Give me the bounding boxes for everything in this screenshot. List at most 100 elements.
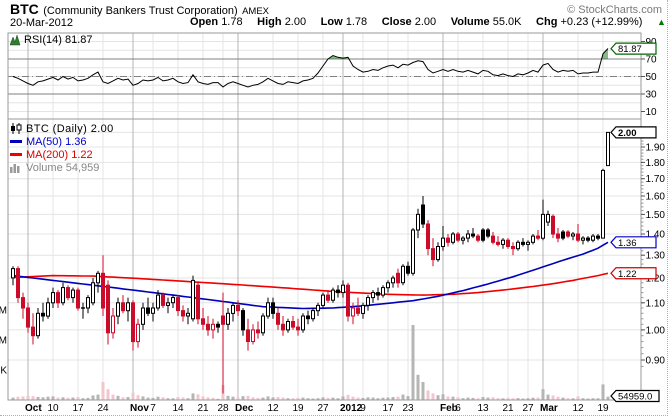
- date-tick-label: 6: [455, 403, 461, 414]
- ma50-value-marker: [610, 236, 657, 249]
- volume-bar: [171, 398, 175, 400]
- volume-bar: [376, 398, 380, 400]
- candle-body: [111, 315, 115, 334]
- volume-bar: [381, 397, 385, 400]
- candle-body: [151, 307, 155, 314]
- date-tick-label: Mar: [540, 403, 558, 414]
- volume-bar: [226, 395, 230, 400]
- candle-body: [491, 235, 495, 243]
- volume-bar: [261, 397, 265, 400]
- candle-body: [166, 302, 170, 306]
- volume-bar: [481, 397, 485, 400]
- date-tick-label: 14: [172, 403, 184, 414]
- candle-body: [146, 307, 150, 314]
- candle-body: [21, 297, 25, 309]
- candle-body: [351, 307, 355, 317]
- quote-volume: Volume 55.0K: [450, 16, 522, 28]
- volume-bar: [101, 382, 105, 400]
- volume-bar: [301, 397, 305, 400]
- date-tick-label: Feb: [440, 403, 458, 414]
- ma200-value-label: 1.22: [618, 269, 637, 280]
- volume-axis-partial-label: M: [0, 306, 7, 317]
- candle-body: [596, 235, 600, 239]
- candle-body: [546, 213, 550, 223]
- candle-body: [541, 213, 545, 239]
- candle-body: [46, 302, 50, 317]
- candle-body: [466, 233, 470, 239]
- volume-bar: [596, 398, 600, 400]
- candle-body: [506, 239, 510, 247]
- volume-bar: [181, 397, 185, 400]
- candle-body: [411, 229, 415, 274]
- volume-bar: [436, 395, 440, 400]
- volume-bar: [366, 397, 370, 400]
- candle-body: [341, 284, 345, 294]
- volume-bar: [31, 396, 35, 400]
- volume-bar: [466, 397, 470, 400]
- date-tick-label: Dec: [235, 403, 254, 414]
- candle-body: [336, 289, 340, 294]
- date-tick-label: 9: [360, 403, 366, 414]
- volume-bar: [266, 396, 270, 400]
- ma200-line-layer: [12, 272, 609, 296]
- volume-bar: [371, 397, 375, 400]
- candle-body: [446, 237, 450, 243]
- price-tick-label: 1.90: [646, 143, 666, 154]
- quote-open: Open 1.78: [190, 16, 243, 28]
- volume-axis-partial-label: M: [0, 336, 7, 347]
- candle-body: [91, 282, 95, 304]
- candle-body: [161, 294, 165, 306]
- rsi-tick-label: 90: [646, 37, 658, 48]
- volume-bar: [41, 397, 45, 400]
- volume-bar: [511, 398, 515, 400]
- volume-bar: [446, 396, 450, 400]
- volume-bar: [566, 398, 570, 400]
- candle-body: [496, 241, 500, 245]
- volume-bar: [396, 396, 400, 400]
- candle-body: [311, 310, 315, 320]
- rsi-value-marker: [610, 42, 657, 55]
- quote-close: Close 2.00: [381, 16, 437, 28]
- volume-bar: [401, 394, 405, 400]
- volume-bar: [386, 397, 390, 400]
- legend-ma50-label: MA(50) 1.36: [26, 135, 87, 148]
- candle-body: [511, 246, 515, 250]
- volume-bar: [291, 398, 295, 400]
- volume-bar: [16, 396, 20, 400]
- volume-bar: [131, 392, 135, 400]
- candle-body: [56, 292, 60, 304]
- candle-body: [216, 323, 220, 328]
- volume-bar: [281, 397, 285, 400]
- quote-change: Chg +0.23 (+12.99%): [536, 16, 643, 28]
- chart-frame: [7, 32, 642, 401]
- volume-bar: [551, 395, 555, 400]
- candle-body: [226, 312, 230, 325]
- legend-ma200-row: MA(200) 1.22: [10, 148, 114, 161]
- volume-bar: [336, 398, 340, 400]
- candle-body: [451, 233, 455, 243]
- ma200-line-icon: [10, 153, 22, 156]
- volume-bar: [471, 397, 475, 400]
- volume-bar: [341, 396, 345, 400]
- candle-body: [276, 312, 280, 325]
- candle-body: [191, 279, 195, 320]
- candle-body: [521, 241, 525, 245]
- volume-bar: [416, 374, 420, 400]
- chart-legend: BTC (Daily) 2.00 MA(50) 1.36 MA(200) 1.2…: [10, 122, 114, 174]
- volume-bar: [591, 398, 595, 400]
- price-axis: 1.901.801.701.601.501.401.301.201.101.00…: [641, 37, 665, 367]
- candle-body: [291, 321, 295, 328]
- legend-ma50-row: MA(50) 1.36: [10, 135, 114, 148]
- candle-body: [186, 312, 190, 317]
- volume-bar: [121, 397, 125, 400]
- volume-bar: [111, 394, 115, 400]
- candle-body: [566, 231, 570, 237]
- date-tick-label: 10: [47, 403, 59, 414]
- candle-body: [296, 326, 300, 331]
- candle-body: [551, 215, 555, 235]
- candle-body: [231, 304, 235, 314]
- rsi-legend: RSI(14) 81.87: [10, 34, 92, 46]
- date-tick-label: 13: [477, 403, 489, 414]
- candle-body: [356, 307, 360, 314]
